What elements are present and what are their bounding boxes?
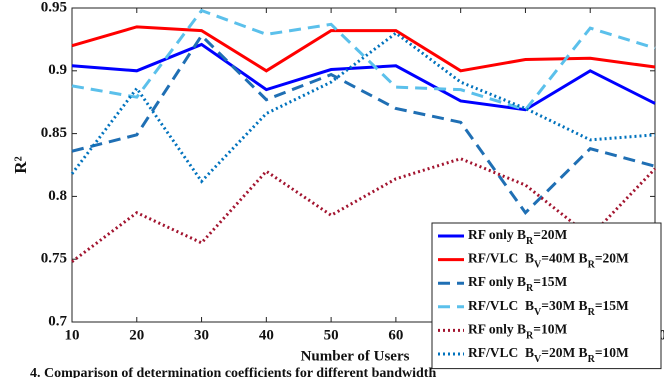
- legend-label: RF/VLC BV=40M BR=20M: [468, 251, 629, 271]
- series-line: [71, 33, 656, 216]
- y-axis-label: R²: [11, 156, 30, 173]
- legend: RF only BR=20M RF/VLC BV=40M BR=20M RF onl…: [431, 222, 662, 370]
- y-tick-label: 0.7: [48, 313, 67, 329]
- legend-box: [431, 222, 662, 370]
- y-tick-label: 0.85: [41, 125, 67, 141]
- y-tick-label: 0.95: [41, 0, 67, 15]
- x-axis-label: Number of Users: [301, 348, 410, 364]
- series-line: [71, 157, 657, 263]
- x-tick-label: 40: [259, 327, 274, 343]
- legend-label: RF only BR=15M: [468, 274, 567, 294]
- y-tick-label: 0.9: [48, 62, 67, 78]
- legend-label: RF only BR=10M: [468, 321, 567, 341]
- caption: 4. Comparison of determination coefficie…: [30, 366, 436, 378]
- series-line: [71, 8, 656, 112]
- y-tick-label: 0.75: [41, 251, 67, 267]
- legend-label: RF/VLC BV=20M BR=10M: [468, 345, 629, 365]
- series-line: [71, 42, 656, 112]
- x-tick-label: 20: [129, 327, 144, 343]
- x-tick-label: 60: [388, 327, 403, 343]
- x-tick-label: 10: [65, 327, 80, 343]
- legend-label: RF/VLC BV=30M BR=15M: [468, 298, 629, 318]
- x-tick-label: 50: [324, 327, 339, 343]
- legend-label: RF only BR=20M: [468, 227, 567, 247]
- series-line: [71, 25, 656, 73]
- series-line: [70, 31, 656, 184]
- y-tick-label: 0.8: [48, 188, 67, 204]
- x-tick-label: 30: [194, 327, 209, 343]
